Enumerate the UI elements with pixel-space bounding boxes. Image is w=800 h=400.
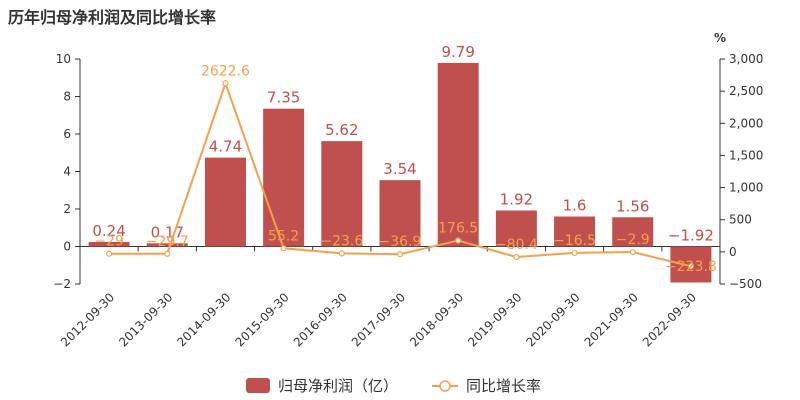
bar-value-label: 1.56 <box>616 197 649 215</box>
x-tick-label: 2012-09-30 <box>58 290 117 349</box>
x-tick-label: 2022-09-30 <box>640 290 699 349</box>
growth-point <box>164 250 171 257</box>
bar-value-label: 5.62 <box>325 121 358 139</box>
right-tick-label: 1,000 <box>729 181 763 195</box>
growth-value-label: −36.9 <box>379 234 422 250</box>
growth-value-label: 2622.6 <box>201 63 250 79</box>
growth-point <box>105 250 113 257</box>
right-tick-label: 3,000 <box>729 52 763 66</box>
x-tick-label: 2013-09-30 <box>116 290 175 349</box>
x-tick-label: 2017-09-30 <box>349 290 408 349</box>
left-tick-label: 2 <box>63 202 71 216</box>
right-tick-label: 1,500 <box>729 148 763 162</box>
growth-value-label: −29.7 <box>146 234 189 250</box>
right-tick-label: 2,000 <box>729 116 763 130</box>
growth-point <box>629 248 636 256</box>
x-tick-label: 2021-09-30 <box>582 290 641 349</box>
growth-point <box>687 263 695 270</box>
growth-point <box>396 251 404 258</box>
bar-value-label: 0.24 <box>92 222 125 240</box>
bar <box>437 62 479 247</box>
bar <box>146 243 188 247</box>
growth-point <box>222 80 229 87</box>
bar <box>379 180 421 247</box>
left-tick-label: 6 <box>63 127 71 141</box>
legend-bar-swatch <box>246 378 270 393</box>
left-tick-label: 0 <box>63 240 71 254</box>
right-tick-label: 500 <box>729 213 752 227</box>
bar <box>263 108 305 247</box>
bar-value-label: 7.35 <box>267 89 300 107</box>
growth-value-label: −2.9 <box>616 232 650 248</box>
growth-point <box>280 245 287 252</box>
bar-value-label: −1.92 <box>668 227 714 245</box>
chart-title: 历年归母净利润及同比增长率 <box>8 8 217 27</box>
growth-value-label: −16.5 <box>553 233 596 249</box>
right-axis-unit: % <box>714 31 726 45</box>
bar-value-label: 1.6 <box>563 197 587 215</box>
bar <box>204 157 246 247</box>
bar-value-label: 9.79 <box>441 43 474 61</box>
legend-line-marker <box>439 380 451 392</box>
x-tick-label: 2018-09-30 <box>407 290 466 349</box>
left-tick-label: 10 <box>56 52 71 66</box>
growth-point <box>513 253 520 261</box>
growth-point <box>571 249 578 257</box>
bar <box>554 216 596 247</box>
bar <box>495 210 537 247</box>
bar <box>321 141 363 247</box>
bar-value-label: 4.74 <box>209 138 242 156</box>
bar <box>88 242 130 247</box>
x-tick-label: 2019-09-30 <box>465 290 524 349</box>
right-tick-label: 0 <box>729 245 737 259</box>
left-tick-label: 4 <box>63 165 71 179</box>
growth-value-label: 176.5 <box>438 221 478 237</box>
bar-value-label: 1.92 <box>500 191 533 209</box>
legend-line-label: 同比增长率 <box>466 377 541 395</box>
bar-value-label: 3.54 <box>383 160 416 178</box>
right-tick-label: −500 <box>729 277 762 291</box>
left-tick-label: −2 <box>53 277 71 291</box>
growth-value-label: −29 <box>94 234 124 250</box>
legend-bar-label: 归母净利润（亿） <box>278 377 398 395</box>
x-tick-label: 2020-09-30 <box>523 290 582 349</box>
growth-value-label: −23.6 <box>320 233 363 249</box>
x-tick-label: 2014-09-30 <box>174 290 233 349</box>
x-tick-label: 2015-09-30 <box>233 290 292 349</box>
growth-value-label: −223.8 <box>665 259 717 275</box>
left-tick-label: 8 <box>63 90 71 104</box>
x-tick-label: 2016-09-30 <box>291 290 350 349</box>
growth-point <box>338 250 345 257</box>
growth-value-label: −80.4 <box>495 237 538 253</box>
bar <box>612 217 654 247</box>
right-tick-label: 2,500 <box>729 84 763 98</box>
growth-point <box>455 237 462 244</box>
growth-value-label: 55.2 <box>268 228 299 244</box>
